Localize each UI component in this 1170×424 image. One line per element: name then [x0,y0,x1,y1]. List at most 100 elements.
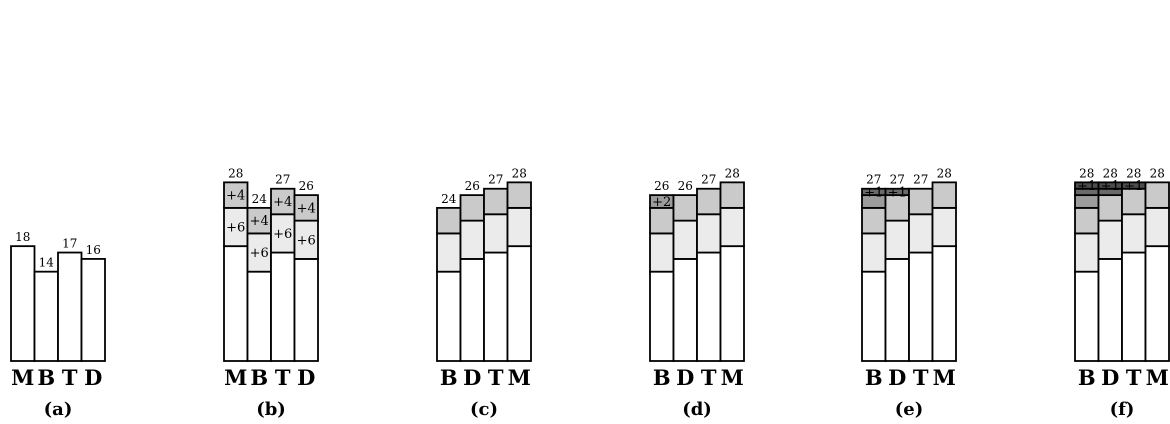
bar-segment [506,181,532,209]
bar-segment [270,251,296,362]
bar-M: +6 +4 28 [223,166,249,362]
category-label: D [463,365,481,390]
bar-segment [436,270,462,362]
bar-segment [861,206,887,235]
bar-B: +127 [861,173,887,362]
bar-segment [483,251,509,362]
increment-label: +1 [864,185,883,200]
total-label: 27 [275,173,290,187]
total-label: 27 [866,173,881,187]
bar-segment [459,219,485,260]
total-label: 28 [228,166,243,180]
bar-segment [672,258,698,362]
bar-segment [1121,213,1147,254]
bar-segment [931,245,957,362]
bar-segment [506,206,532,248]
total-label: 26 [299,179,314,193]
bar-segment [696,251,722,362]
category-label: T [913,365,929,390]
category-label: M [11,365,34,390]
bar-segment [1097,258,1123,362]
bar-T: 17 [57,237,83,362]
category-label: T [62,365,78,390]
category-label: M [721,365,744,390]
total-label: 24 [441,192,457,206]
bar-segment [459,258,485,362]
total-label: 16 [86,243,101,257]
bar-T: +128 [1121,166,1147,362]
bar-segment [719,245,745,362]
bar-segment [931,206,957,248]
panel-label: (a) [44,399,73,420]
panel-label: (e) [895,399,924,420]
total-label: 24 [252,192,268,206]
total-label: 27 [913,173,928,187]
bar-D: 16 [80,243,106,362]
bar-segment [483,187,509,216]
bar-D: +127 [884,173,910,362]
bar-T: 27 [483,173,509,362]
increment-label: +4 [250,214,269,229]
total-label: 28 [725,166,740,180]
bar-segment [1144,181,1170,209]
panel-b: +6 +4 28 M +6 +4 24 B +6 +4 27 T +6 +4 26 D (b) [223,166,319,420]
category-label: D [888,365,906,390]
bar-D: 26 [672,179,698,362]
bar-M: 28 [719,166,745,362]
category-label: T [275,365,291,390]
category-label: D [297,365,315,390]
increment-label: +6 [250,246,269,261]
bar-segment [293,194,319,222]
bar-segment [1121,251,1147,362]
bar-segment [1074,270,1100,362]
bar-segment [1074,194,1100,209]
category-label: M [1146,365,1169,390]
bar-segment [861,270,887,362]
bar-segment [719,206,745,248]
category-label: B [865,365,883,390]
bar-M: 28 [506,166,532,362]
total-label: 28 [1103,166,1118,180]
bar-segment [908,251,934,362]
panel-label: (c) [470,399,498,420]
total-label: 26 [465,179,480,193]
bar-segment [483,213,509,254]
bar-segment [223,245,249,362]
bar-T: 27 [696,173,722,362]
bar-segment [1097,194,1123,222]
bar-M: 28 [1144,166,1170,362]
total-label: 28 [1079,166,1094,180]
bar-segment [884,258,910,362]
bar-segment [246,270,272,362]
bar-T: +6 +4 27 [270,173,296,362]
bar-segment [10,245,36,362]
bar-segment [861,232,887,273]
bar-segment [649,232,675,273]
bar-segment [931,181,957,209]
bar-B: 14 [33,256,59,362]
category-label: D [676,365,694,390]
increment-label: +1 [1101,179,1120,194]
bar-segment [436,206,462,235]
increment-label: +1 [1124,179,1143,194]
bar-segment [696,187,722,216]
panel-a: 18 M 14 B 17 T 16 D (a) [10,230,106,420]
bar-segment [672,194,698,222]
increment-label: +1 [1077,179,1096,194]
category-label: T [488,365,504,390]
total-label: 26 [654,179,669,193]
category-label: B [653,365,671,390]
increment-label: +6 [226,221,245,236]
increment-label: +2 [652,195,671,210]
bar-M: 18 [10,230,36,362]
total-label: 18 [15,230,30,244]
category-label: B [1078,365,1096,390]
bar-segment [719,181,745,209]
bar-B: 24 [436,192,462,362]
bar-segment [459,194,485,222]
bar-segment [696,213,722,254]
